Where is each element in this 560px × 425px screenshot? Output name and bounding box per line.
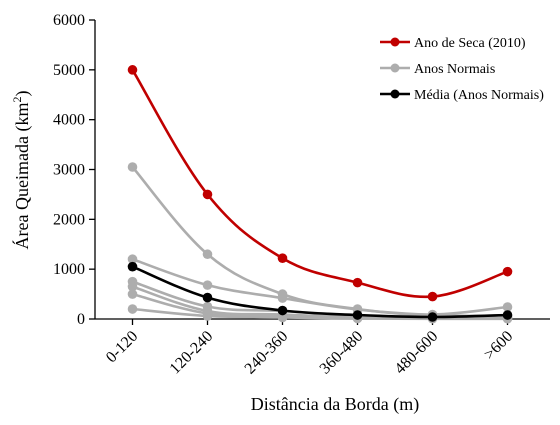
- series-line: [131, 69, 508, 299]
- x-tick-label: 360-480: [317, 328, 367, 378]
- legend-item: Ano de Seca (2010): [380, 36, 526, 51]
- data-point: [202, 189, 213, 200]
- series-line: [132, 307, 508, 321]
- series-7: [127, 65, 513, 302]
- legend-label: Ano de Seca (2010): [414, 36, 526, 51]
- data-point: [502, 266, 513, 277]
- data-point: [277, 253, 288, 264]
- y-axis-title-main: Área Queimada (km: [11, 103, 33, 250]
- series-6: [127, 261, 513, 322]
- y-tick-label: 1000: [53, 261, 85, 278]
- y-axis-title-close: ): [12, 91, 33, 97]
- data-point: [127, 162, 138, 172]
- data-point: [502, 302, 513, 312]
- y-tick-label: 6000: [53, 12, 85, 29]
- data-point: [352, 277, 363, 288]
- x-tick-label: 0-120: [103, 328, 141, 366]
- data-point: [127, 261, 138, 272]
- legend-item: Anos Normais: [380, 62, 495, 77]
- data-point: [127, 254, 138, 264]
- legend-marker: [390, 89, 400, 99]
- y-tick-label: 2000: [53, 211, 85, 228]
- data-point: [202, 292, 213, 303]
- series-line: [132, 280, 508, 319]
- series-1: [127, 254, 513, 321]
- data-point: [427, 312, 438, 322]
- series-0: [127, 162, 513, 320]
- legend-marker: [390, 63, 400, 73]
- x-axis-title: Distância da Borda (m): [251, 394, 419, 415]
- y-tick-label: 0: [77, 311, 85, 328]
- series-line: [132, 265, 508, 319]
- data-point: [277, 305, 288, 316]
- data-point: [277, 293, 288, 303]
- data-point: [427, 291, 438, 302]
- series-line: [132, 257, 508, 318]
- legend: Ano de Seca (2010) Anos Normais Média (Ano…: [380, 36, 544, 103]
- series-lines: [127, 65, 513, 324]
- data-point: [352, 310, 363, 320]
- legend-marker: [390, 37, 400, 47]
- data-point: [202, 249, 213, 260]
- y-tick-label: 4000: [53, 112, 85, 129]
- y-axis-title: Área Queimada (km2): [10, 91, 33, 250]
- data-point: [127, 289, 138, 299]
- y-axis-title-superscript: 2: [10, 97, 24, 103]
- data-point: [202, 311, 213, 321]
- x-tick-label: 120-240: [167, 328, 217, 378]
- data-point: [502, 310, 513, 320]
- legend-label: Anos Normais: [414, 62, 495, 77]
- data-point: [127, 304, 138, 314]
- data-point: [202, 280, 213, 290]
- legend-label: Média (Anos Normais): [414, 88, 544, 103]
- y-tick-label: 3000: [53, 162, 85, 179]
- x-tick-label: 240-360: [242, 328, 292, 378]
- data-point: [127, 281, 138, 292]
- legend-item: Média (Anos Normais): [380, 88, 544, 103]
- x-tick-label: 480-600: [392, 328, 442, 378]
- x-tick-label: >600: [481, 328, 516, 363]
- y-tick-label: 5000: [53, 62, 85, 79]
- data-point: [127, 65, 138, 75]
- data-point: [277, 312, 288, 323]
